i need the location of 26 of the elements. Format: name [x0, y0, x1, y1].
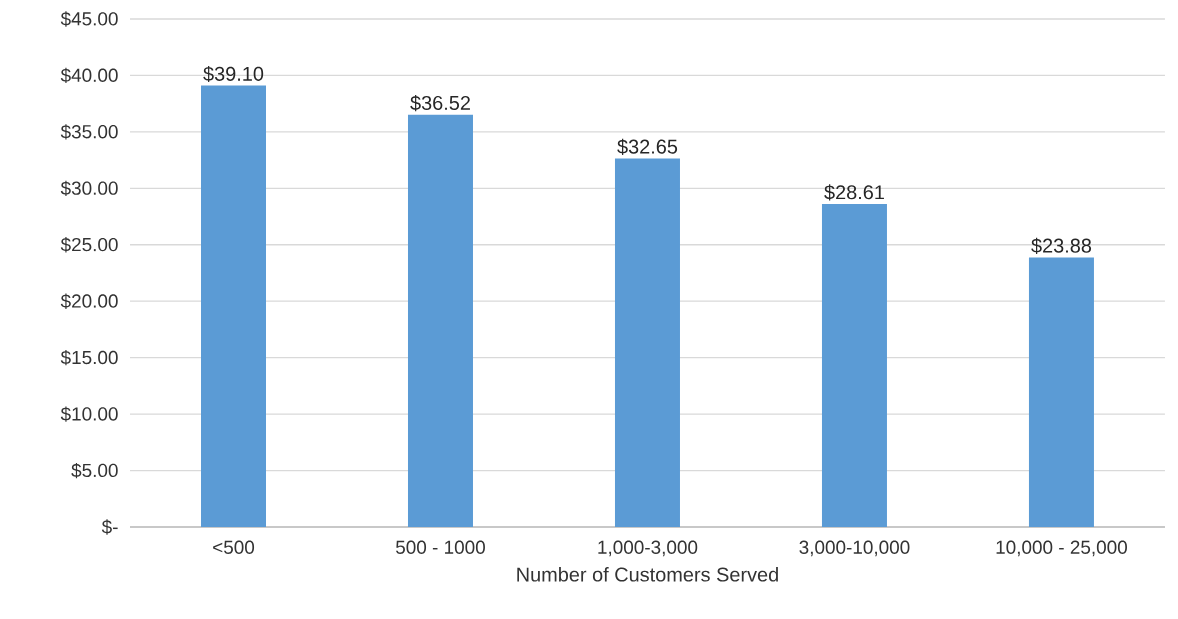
- data-label: $23.88: [1031, 237, 1092, 254]
- y-tick-label: $40.00: [60, 67, 118, 84]
- x-tick-label: <500: [213, 540, 255, 554]
- data-label: $32.65: [617, 138, 678, 155]
- bar: [1028, 257, 1094, 527]
- y-tick-label: $35.00: [60, 124, 118, 140]
- y-tick-label: $30.00: [60, 180, 118, 196]
- data-label: $36.52: [410, 95, 470, 112]
- bar: [614, 158, 680, 527]
- y-tick-label: $-: [101, 519, 118, 535]
- x-tick-label: 10,000 - 25,000: [996, 540, 1127, 557]
- x-tick-label: 1,000-3,000: [598, 540, 698, 557]
- y-tick-label: $5.00: [71, 462, 118, 479]
- x-tick-label: 500 - 1000: [395, 540, 485, 554]
- data-label: $39.10: [203, 65, 264, 83]
- y-tick-label: $20.00: [60, 293, 118, 309]
- bar: [821, 204, 887, 527]
- y-tick-label: $25.00: [60, 237, 118, 253]
- y-tick-label: $45.00: [60, 11, 118, 27]
- x-tick-label: 3,000-10,000: [799, 540, 910, 557]
- data-label: $28.61: [824, 184, 884, 201]
- bar: [407, 114, 473, 527]
- y-tick-label: $15.00: [60, 350, 118, 366]
- y-tick-label: $10.00: [60, 406, 118, 422]
- bar: [201, 85, 266, 527]
- x-axis-title: Number of Customers Served: [517, 567, 778, 582]
